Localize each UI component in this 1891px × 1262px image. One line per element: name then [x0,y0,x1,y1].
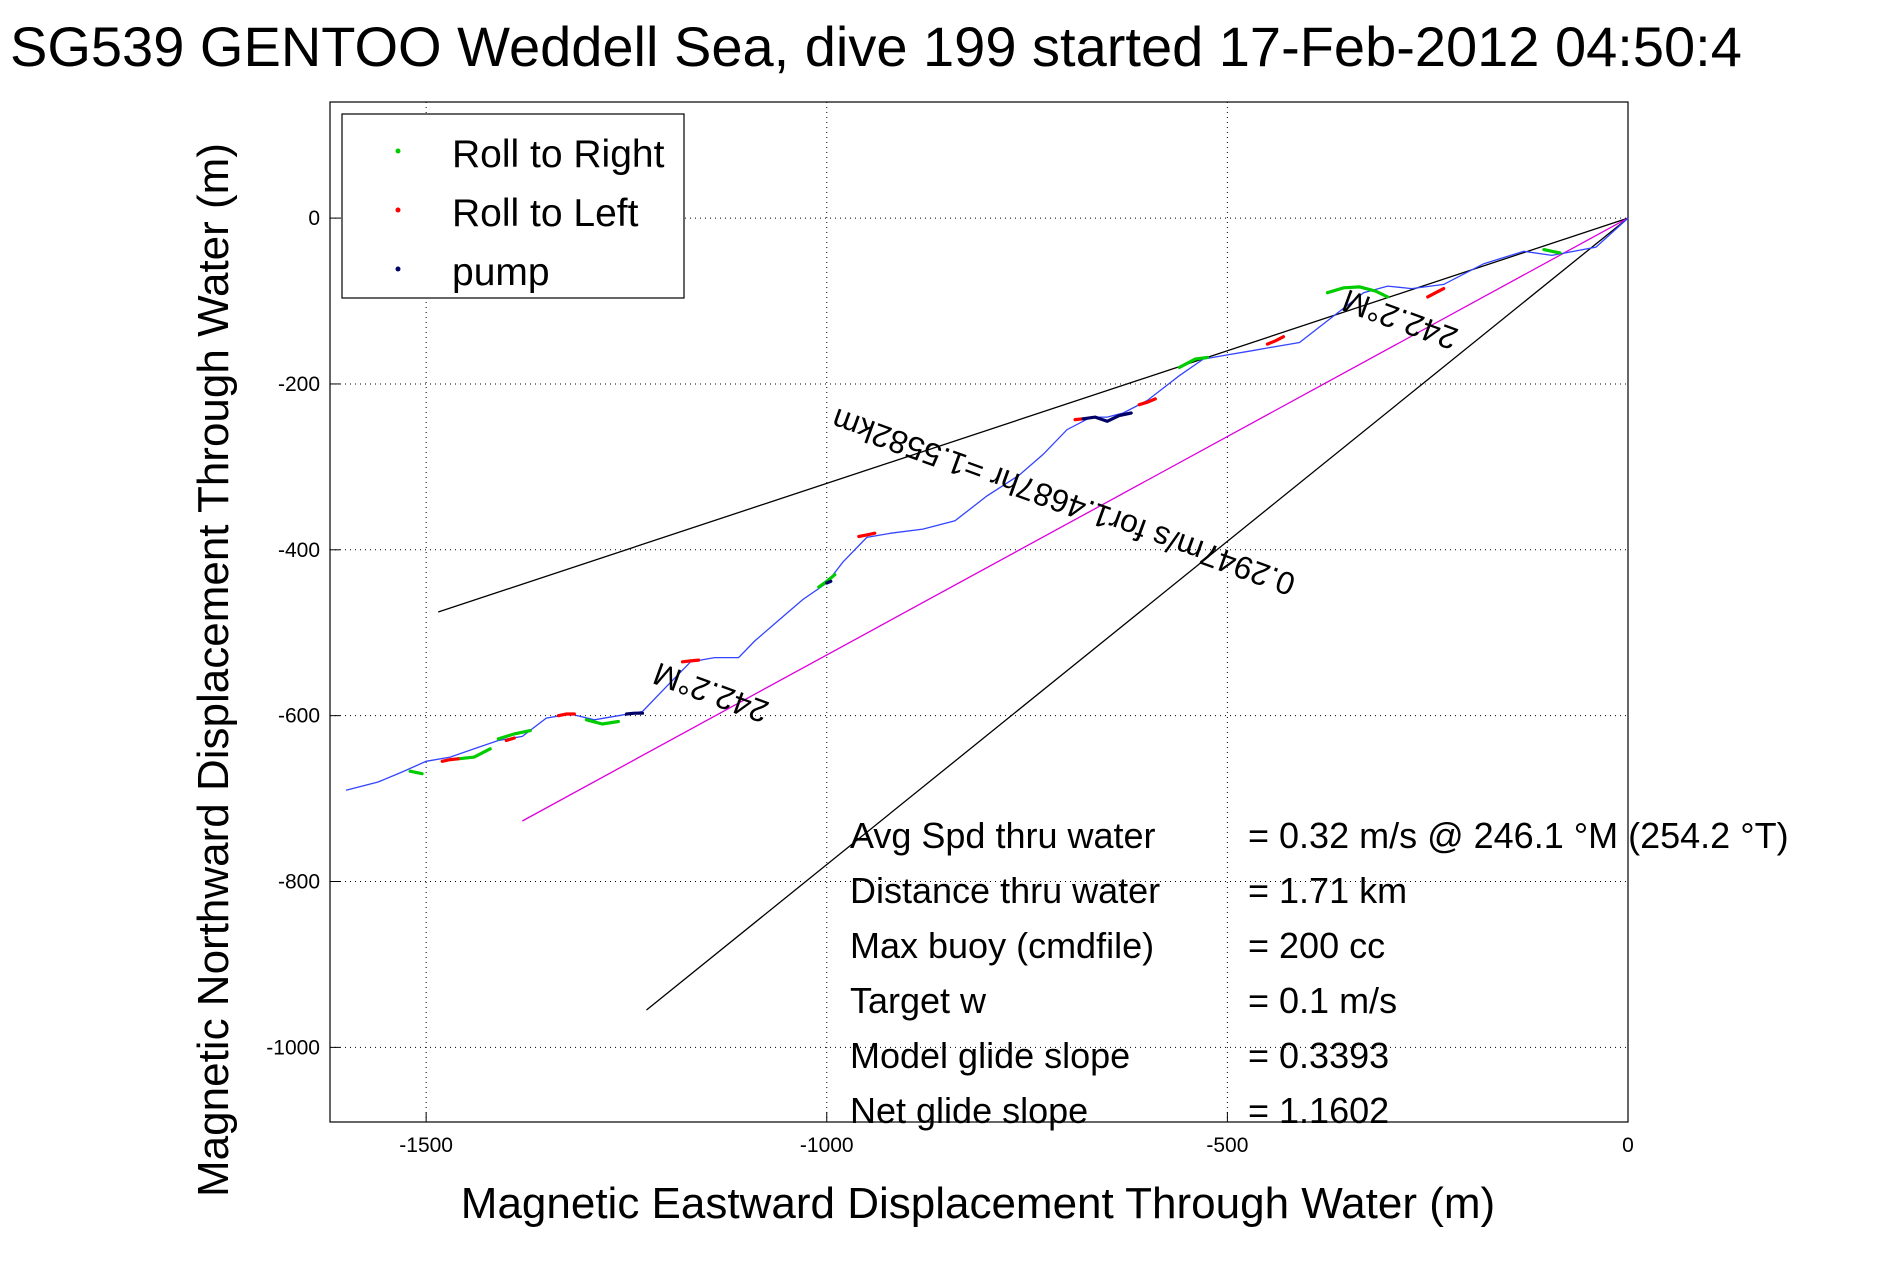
legend-marker [395,148,401,154]
stats-value: = 1.71 km [1248,870,1407,911]
roll-left-segment [504,736,516,743]
y-tick-label: 0 [308,207,320,230]
stats-value: = 200 cc [1248,925,1385,966]
pump-segment [1081,411,1133,424]
stats-label: Target w [850,980,987,1021]
track-line [345,217,1629,791]
roll-right-segment [817,573,837,589]
roll-right-segment [456,747,492,761]
stats-value: = 0.32 m/s @ 246.1 °M (254.2 °T) [1248,815,1789,856]
roll-left-segment [1265,335,1286,346]
x-tick-label: -1000 [800,1134,854,1157]
heading-annotation: 0.2947m/s for1.4687hr =1.5582km [827,401,1300,602]
legend-marker [395,207,401,213]
x-axis-label: Magnetic Eastward Displacement Through W… [461,1179,1495,1228]
pump-segment [825,579,833,585]
reference-line [646,217,1629,1011]
legend-marker [395,266,401,272]
y-tick-label: -400 [278,539,320,562]
stats-label: Distance thru water [850,870,1160,911]
legend-label: Roll to Right [452,133,665,176]
y-tick-label: -600 [278,705,320,728]
roll-right-segment [496,728,532,741]
roll-right-segment [1542,248,1562,255]
y-axis-label: Magnetic Northward Displacement Through … [189,143,238,1197]
roll-right-segment [408,769,424,776]
legend-label: pump [452,251,550,294]
stats-value: = 0.1 m/s [1248,980,1397,1021]
roll-left-segment [857,531,877,539]
x-tick-label: 0 [1622,1134,1634,1157]
x-tick-label: -500 [1206,1134,1248,1157]
stats-label: Net glide slope [850,1090,1088,1131]
roll-right-segment [584,718,621,726]
heading-annotation: 242.2°M [649,655,774,730]
y-tick-label: -200 [278,373,320,396]
roll-left-segment [680,658,701,664]
y-tick-label: -800 [278,871,320,894]
reference-line [437,217,1629,613]
reference-line [521,217,1629,822]
stats-value: = 1.1602 [1248,1090,1389,1131]
roll-left-segment [440,757,460,763]
plot-layer: -1500 -1000 -500 0 0 -200 -400 -600 -800 -1000 242… [266,102,1789,1157]
x-tick-label: -1500 [399,1134,453,1157]
y-tick-label: -1000 [266,1036,320,1059]
roll-left-segment [1137,397,1157,407]
roll-right-segment [1177,355,1210,369]
stats-label: Avg Spd thru water [850,815,1156,856]
roll-left-segment [1426,287,1446,299]
legend-label: Roll to Left [452,192,639,235]
roll-right-segment [1325,285,1390,299]
chart-title: SG539 GENTOO Weddell Sea, dive 199 start… [10,15,1742,78]
stats-label: Model glide slope [850,1035,1130,1076]
stats-label: Max buoy (cmdfile) [850,925,1154,966]
stats-value: = 0.3393 [1248,1035,1389,1076]
pump-segment [624,711,645,716]
roll-left-segment [556,712,577,718]
